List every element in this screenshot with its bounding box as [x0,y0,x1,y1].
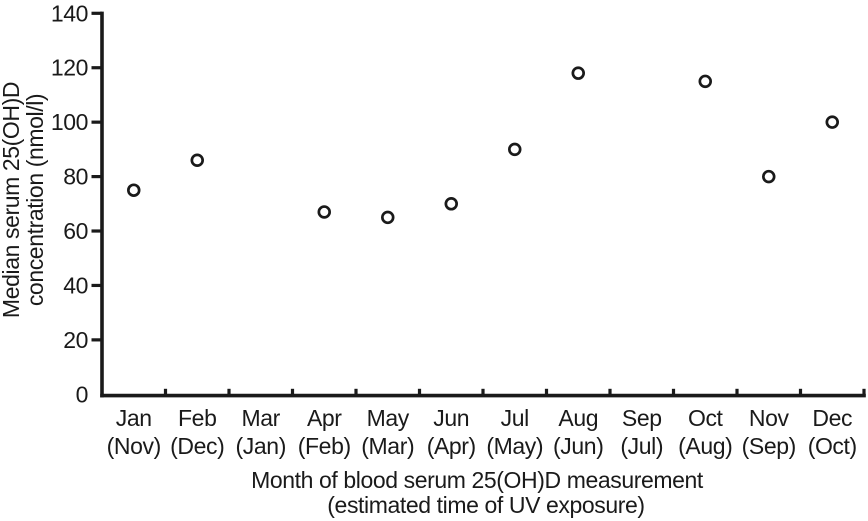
x-tick-label-uv: (Sep) [742,433,796,459]
data-point-Feb [190,153,205,168]
data-point-Dec [825,115,839,129]
x-tick-label-month: Mar [242,405,281,431]
y-tick-label: 60 [63,218,88,244]
y-tick-label: 20 [63,327,88,353]
data-points-layer [127,66,839,225]
y-axis-title-line2: concentration (nmol/l) [22,94,48,306]
data-point-Nov [761,169,776,184]
x-tick-label-month: Feb [178,405,216,431]
x-tick-label-month: Nov [749,405,790,431]
y-tick-label: 140 [51,0,88,26]
x-tick-label-month: Oct [688,405,724,431]
data-point-Apr [317,205,332,219]
x-tick-label-uv: (Nov) [107,433,161,459]
y-tick-label: 120 [51,55,88,81]
x-axis-title-line1: Month of blood serum 25(OH)D measurement [251,467,704,493]
y-tick-label: 40 [63,272,88,298]
x-tick-label-uv: (Oct) [808,433,857,459]
data-point-Aug [571,66,585,80]
data-point-Jul [508,142,522,157]
data-point-May [381,210,395,225]
y-tick-label: 100 [51,109,88,135]
data-point-Jan [127,183,141,197]
y-tick-label: 80 [63,164,88,190]
x-tick-label-uv: (Jun) [553,433,603,459]
x-tick-label-uv: (Aug) [678,433,732,459]
x-tick-label-uv: (Jul) [620,433,663,459]
x-tick-label-month: Jan [116,405,152,431]
x-tick-label-uv: (Apr) [427,433,476,459]
x-tick-label-month: Apr [307,405,342,431]
axes-layer [91,11,866,398]
x-tick-label-month: Sep [622,405,662,431]
x-tick-label-month: May [367,405,410,431]
x-tick-label-month: Jun [433,405,469,431]
x-tick-label-uv: (Feb) [298,433,351,459]
x-tick-label-month: Aug [558,405,598,431]
x-axis-title-line2: (estimated time of UV exposure) [327,492,644,518]
y-tick-label: 0 [76,381,88,407]
x-tick-label-month: Jul [501,405,529,431]
x-tick-label-uv: (Mar) [361,433,414,459]
data-point-Jun [444,197,459,211]
x-tick-label-uv: (May) [486,433,543,459]
x-tick-label-uv: (Jan) [236,433,286,459]
y-axis-title-line1: Median serum 25(OH)D [0,82,24,318]
data-point-Oct [698,74,712,89]
x-tick-label-month: Dec [812,405,852,431]
tick-label-layer: 0 20 40 60 80 100 120 140 Jan(Nov) Feb(Dec) Mar(Ja… [51,0,857,459]
x-tick-label-uv: (Dec) [170,433,224,459]
